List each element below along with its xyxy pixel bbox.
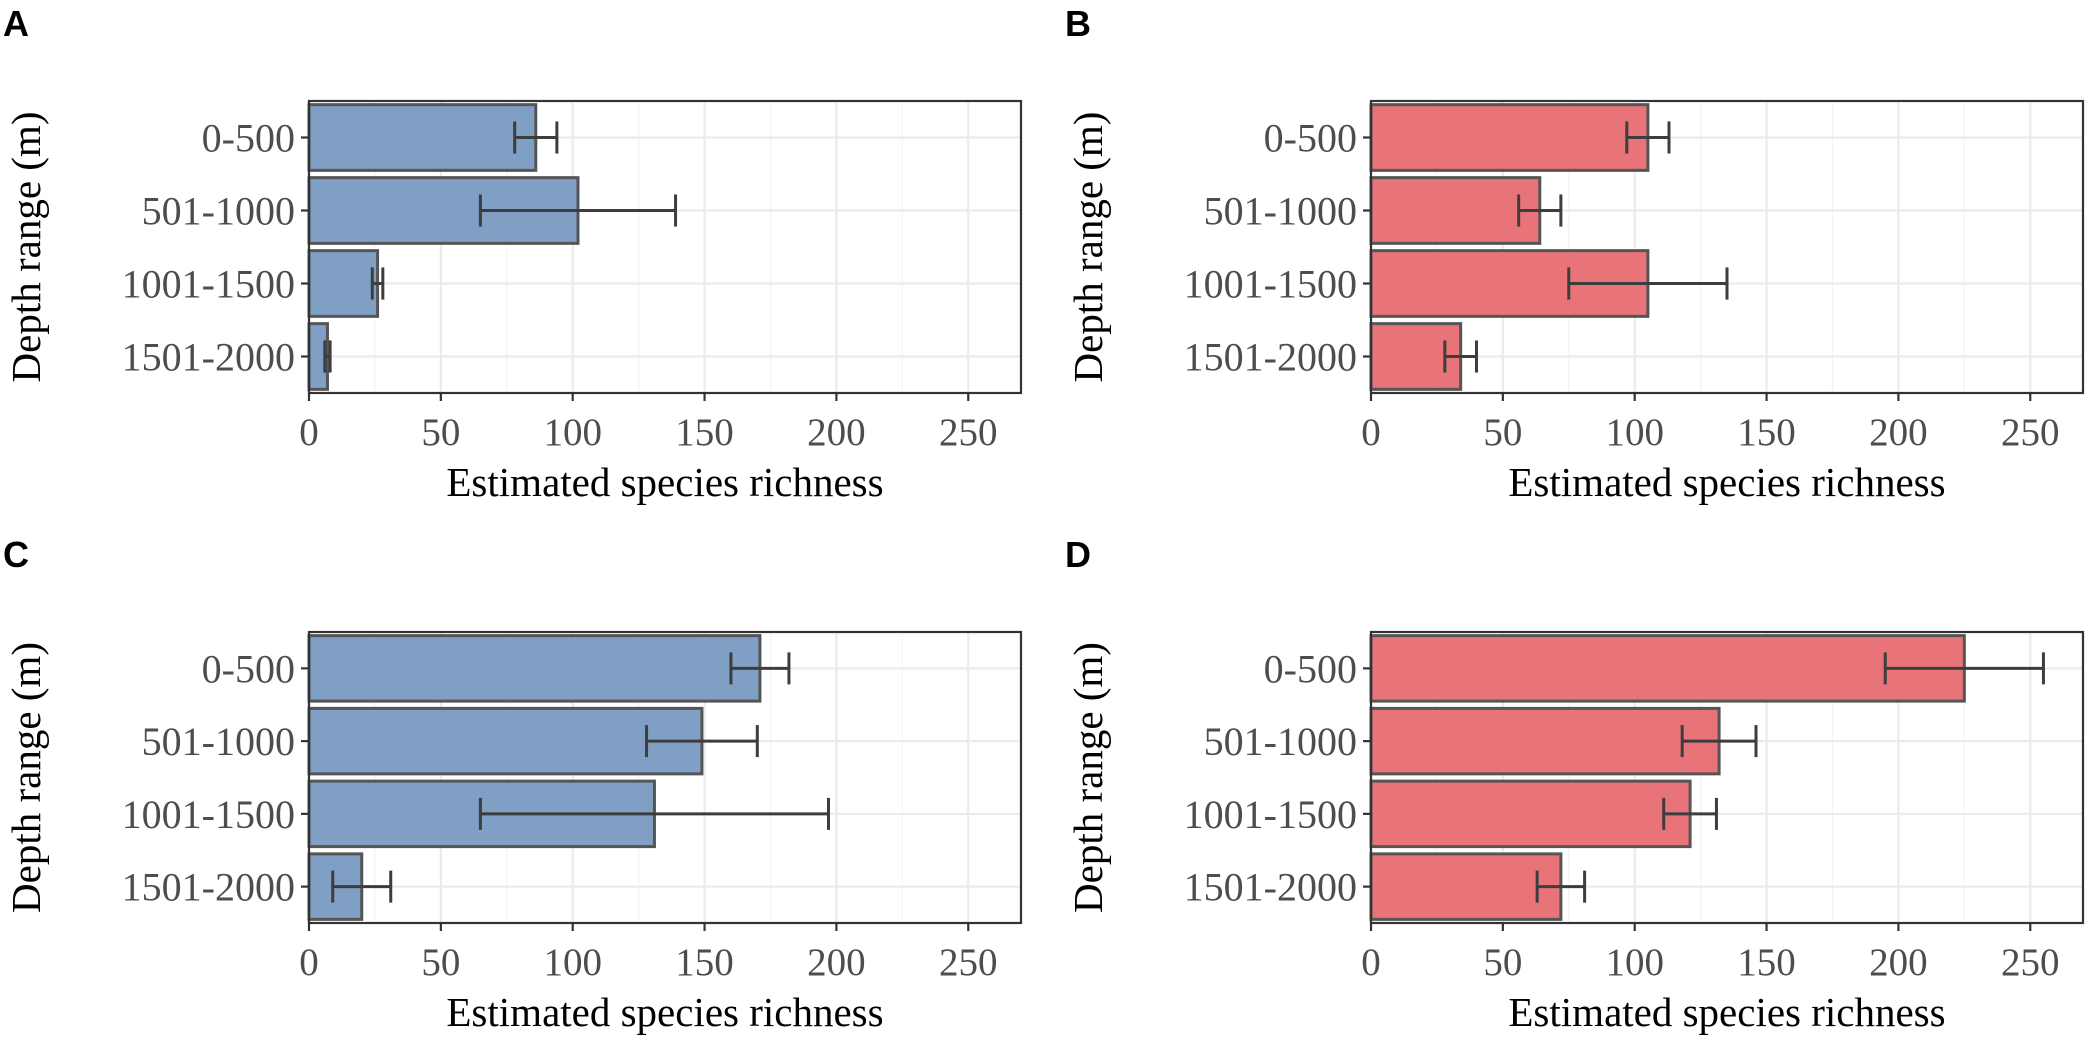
y-tick-label: 0-500 — [1264, 116, 1357, 161]
y-tick-label: 0-500 — [202, 116, 295, 161]
y-tick-label: 1501-2000 — [122, 865, 295, 910]
x-tick-label: 250 — [939, 941, 998, 984]
y-tick-label: 1501-2000 — [122, 335, 295, 380]
x-tick-label: 50 — [1483, 941, 1522, 984]
panel-border — [1369, 630, 2085, 925]
panel-letter: B — [1065, 3, 1091, 44]
panel-letter: A — [3, 3, 29, 44]
bar-501-1000 — [307, 706, 704, 776]
y-tick-label: 501-1000 — [1204, 189, 1357, 234]
y-tick-label: 501-1000 — [1204, 719, 1357, 764]
panel-border — [307, 630, 1023, 925]
x-tick-label: 0 — [1361, 411, 1381, 454]
y-tick-label: 1001-1500 — [122, 792, 295, 837]
x-tick-label: 250 — [2001, 941, 2060, 984]
x-tick-label: 50 — [1483, 411, 1522, 454]
x-tick-label: 200 — [1869, 941, 1928, 984]
x-tick-label: 150 — [675, 941, 734, 984]
x-tick-label: 200 — [1869, 411, 1928, 454]
x-tick-label: 200 — [807, 941, 866, 984]
x-tick-label: 100 — [543, 411, 602, 454]
y-axis-title: Depth range (m) — [1065, 112, 1111, 383]
x-axis-title: Estimated species richness — [1508, 989, 1945, 1035]
x-tick-label: 150 — [1737, 941, 1796, 984]
x-tick-label: 100 — [543, 941, 602, 984]
bar-0-500 — [307, 634, 762, 703]
x-tick-label: 150 — [1737, 411, 1796, 454]
x-axis-title: Estimated species richness — [446, 459, 883, 505]
bar-501-1000 — [1369, 706, 1721, 776]
y-tick-label: 501-1000 — [142, 189, 295, 234]
x-tick-label: 100 — [1605, 941, 1664, 984]
y-axis-title: Depth range (m) — [3, 642, 49, 913]
panel-letter: C — [3, 534, 29, 575]
x-tick-label: 250 — [2001, 411, 2060, 454]
bar-1001-1500 — [307, 249, 380, 318]
y-tick-label: 0-500 — [1264, 646, 1357, 691]
y-tick-label: 1001-1500 — [1184, 262, 1357, 307]
x-tick-label: 250 — [939, 411, 998, 454]
x-tick-label: 0 — [299, 411, 319, 454]
x-tick-label: 50 — [421, 411, 460, 454]
bar-0-500 — [1369, 103, 1650, 172]
y-axis-title: Depth range (m) — [1065, 642, 1111, 913]
bar-0-500 — [307, 103, 538, 172]
panel-border — [307, 99, 1023, 395]
x-tick-label: 100 — [1605, 411, 1664, 454]
x-tick-label: 0 — [1361, 941, 1381, 984]
x-axis-title: Estimated species richness — [1508, 459, 1945, 505]
x-axis-title: Estimated species richness — [446, 989, 883, 1035]
y-tick-label: 1501-2000 — [1184, 865, 1357, 910]
y-tick-label: 0-500 — [202, 646, 295, 691]
y-tick-label: 1501-2000 — [1184, 335, 1357, 380]
bar-0-500 — [1369, 634, 1966, 703]
panel-letter: D — [1065, 534, 1091, 575]
x-tick-label: 150 — [675, 411, 734, 454]
y-tick-label: 1001-1500 — [122, 262, 295, 307]
x-tick-label: 0 — [299, 941, 319, 984]
x-tick-label: 200 — [807, 411, 866, 454]
bar-1501-2000 — [1369, 852, 1563, 921]
bar-1001-1500 — [1369, 779, 1692, 849]
y-tick-label: 501-1000 — [142, 719, 295, 764]
bar-501-1000 — [1369, 176, 1542, 245]
x-tick-label: 50 — [421, 941, 460, 984]
panel-border — [1369, 99, 2085, 395]
y-tick-label: 1001-1500 — [1184, 792, 1357, 837]
y-axis-title: Depth range (m) — [3, 112, 49, 383]
